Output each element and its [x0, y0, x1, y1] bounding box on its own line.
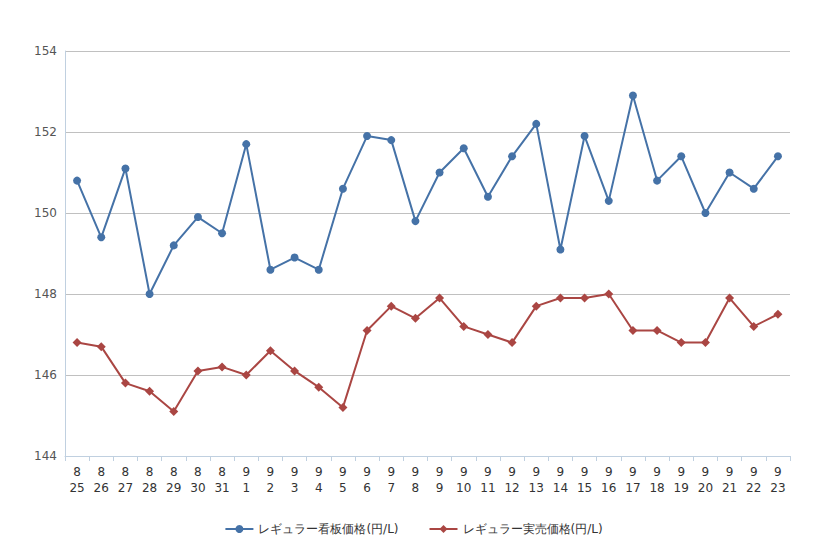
svg-text:144: 144: [34, 449, 57, 463]
svg-text:レギュラー実売価格(円/L): レギュラー実売価格(円/L): [463, 522, 603, 536]
svg-text:25: 25: [69, 481, 84, 495]
svg-text:9: 9: [242, 465, 250, 479]
svg-text:23: 23: [770, 481, 785, 495]
svg-text:8: 8: [146, 465, 154, 479]
svg-text:1: 1: [242, 481, 250, 495]
svg-text:15: 15: [577, 481, 592, 495]
svg-text:9: 9: [387, 465, 395, 479]
svg-text:152: 152: [34, 125, 57, 139]
svg-text:30: 30: [190, 481, 205, 495]
svg-text:9: 9: [484, 465, 492, 479]
svg-text:26: 26: [94, 481, 109, 495]
svg-text:29: 29: [166, 481, 181, 495]
svg-text:9: 9: [726, 465, 734, 479]
svg-text:9: 9: [339, 465, 347, 479]
svg-text:8: 8: [73, 465, 81, 479]
svg-text:9: 9: [677, 465, 685, 479]
svg-text:9: 9: [315, 465, 323, 479]
svg-text:154: 154: [34, 44, 57, 58]
svg-text:12: 12: [504, 481, 519, 495]
svg-text:9: 9: [267, 465, 275, 479]
svg-text:8: 8: [194, 465, 202, 479]
svg-text:22: 22: [746, 481, 761, 495]
svg-text:10: 10: [456, 481, 471, 495]
svg-text:9: 9: [702, 465, 710, 479]
svg-text:9: 9: [436, 481, 444, 495]
svg-text:7: 7: [387, 481, 395, 495]
svg-text:9: 9: [750, 465, 758, 479]
svg-text:5: 5: [339, 481, 347, 495]
svg-text:27: 27: [118, 481, 133, 495]
svg-text:9: 9: [774, 465, 782, 479]
svg-text:9: 9: [605, 465, 613, 479]
svg-text:9: 9: [412, 465, 420, 479]
svg-text:9: 9: [532, 465, 540, 479]
svg-text:19: 19: [674, 481, 689, 495]
svg-text:148: 148: [34, 287, 57, 301]
svg-text:150: 150: [34, 206, 57, 220]
svg-text:13: 13: [529, 481, 544, 495]
svg-text:9: 9: [653, 465, 661, 479]
svg-text:9: 9: [508, 465, 516, 479]
svg-text:18: 18: [649, 481, 664, 495]
svg-text:9: 9: [557, 465, 565, 479]
svg-text:9: 9: [460, 465, 468, 479]
svg-text:21: 21: [722, 481, 737, 495]
svg-text:14: 14: [553, 481, 568, 495]
svg-text:9: 9: [291, 465, 299, 479]
svg-text:8: 8: [412, 481, 420, 495]
svg-text:31: 31: [214, 481, 229, 495]
svg-text:11: 11: [480, 481, 495, 495]
svg-text:9: 9: [581, 465, 589, 479]
svg-text:6: 6: [363, 481, 371, 495]
svg-text:8: 8: [218, 465, 226, 479]
svg-text:8: 8: [122, 465, 130, 479]
svg-text:9: 9: [629, 465, 637, 479]
svg-text:146: 146: [34, 368, 57, 382]
svg-text:17: 17: [625, 481, 640, 495]
svg-text:9: 9: [363, 465, 371, 479]
svg-text:8: 8: [170, 465, 178, 479]
svg-text:9: 9: [436, 465, 444, 479]
svg-text:8: 8: [97, 465, 105, 479]
svg-text:20: 20: [698, 481, 713, 495]
svg-text:4: 4: [315, 481, 323, 495]
svg-text:2: 2: [267, 481, 275, 495]
svg-text:レギュラー看板価格(円/L): レギュラー看板価格(円/L): [258, 522, 398, 536]
svg-text:28: 28: [142, 481, 157, 495]
svg-text:3: 3: [291, 481, 299, 495]
svg-text:16: 16: [601, 481, 616, 495]
